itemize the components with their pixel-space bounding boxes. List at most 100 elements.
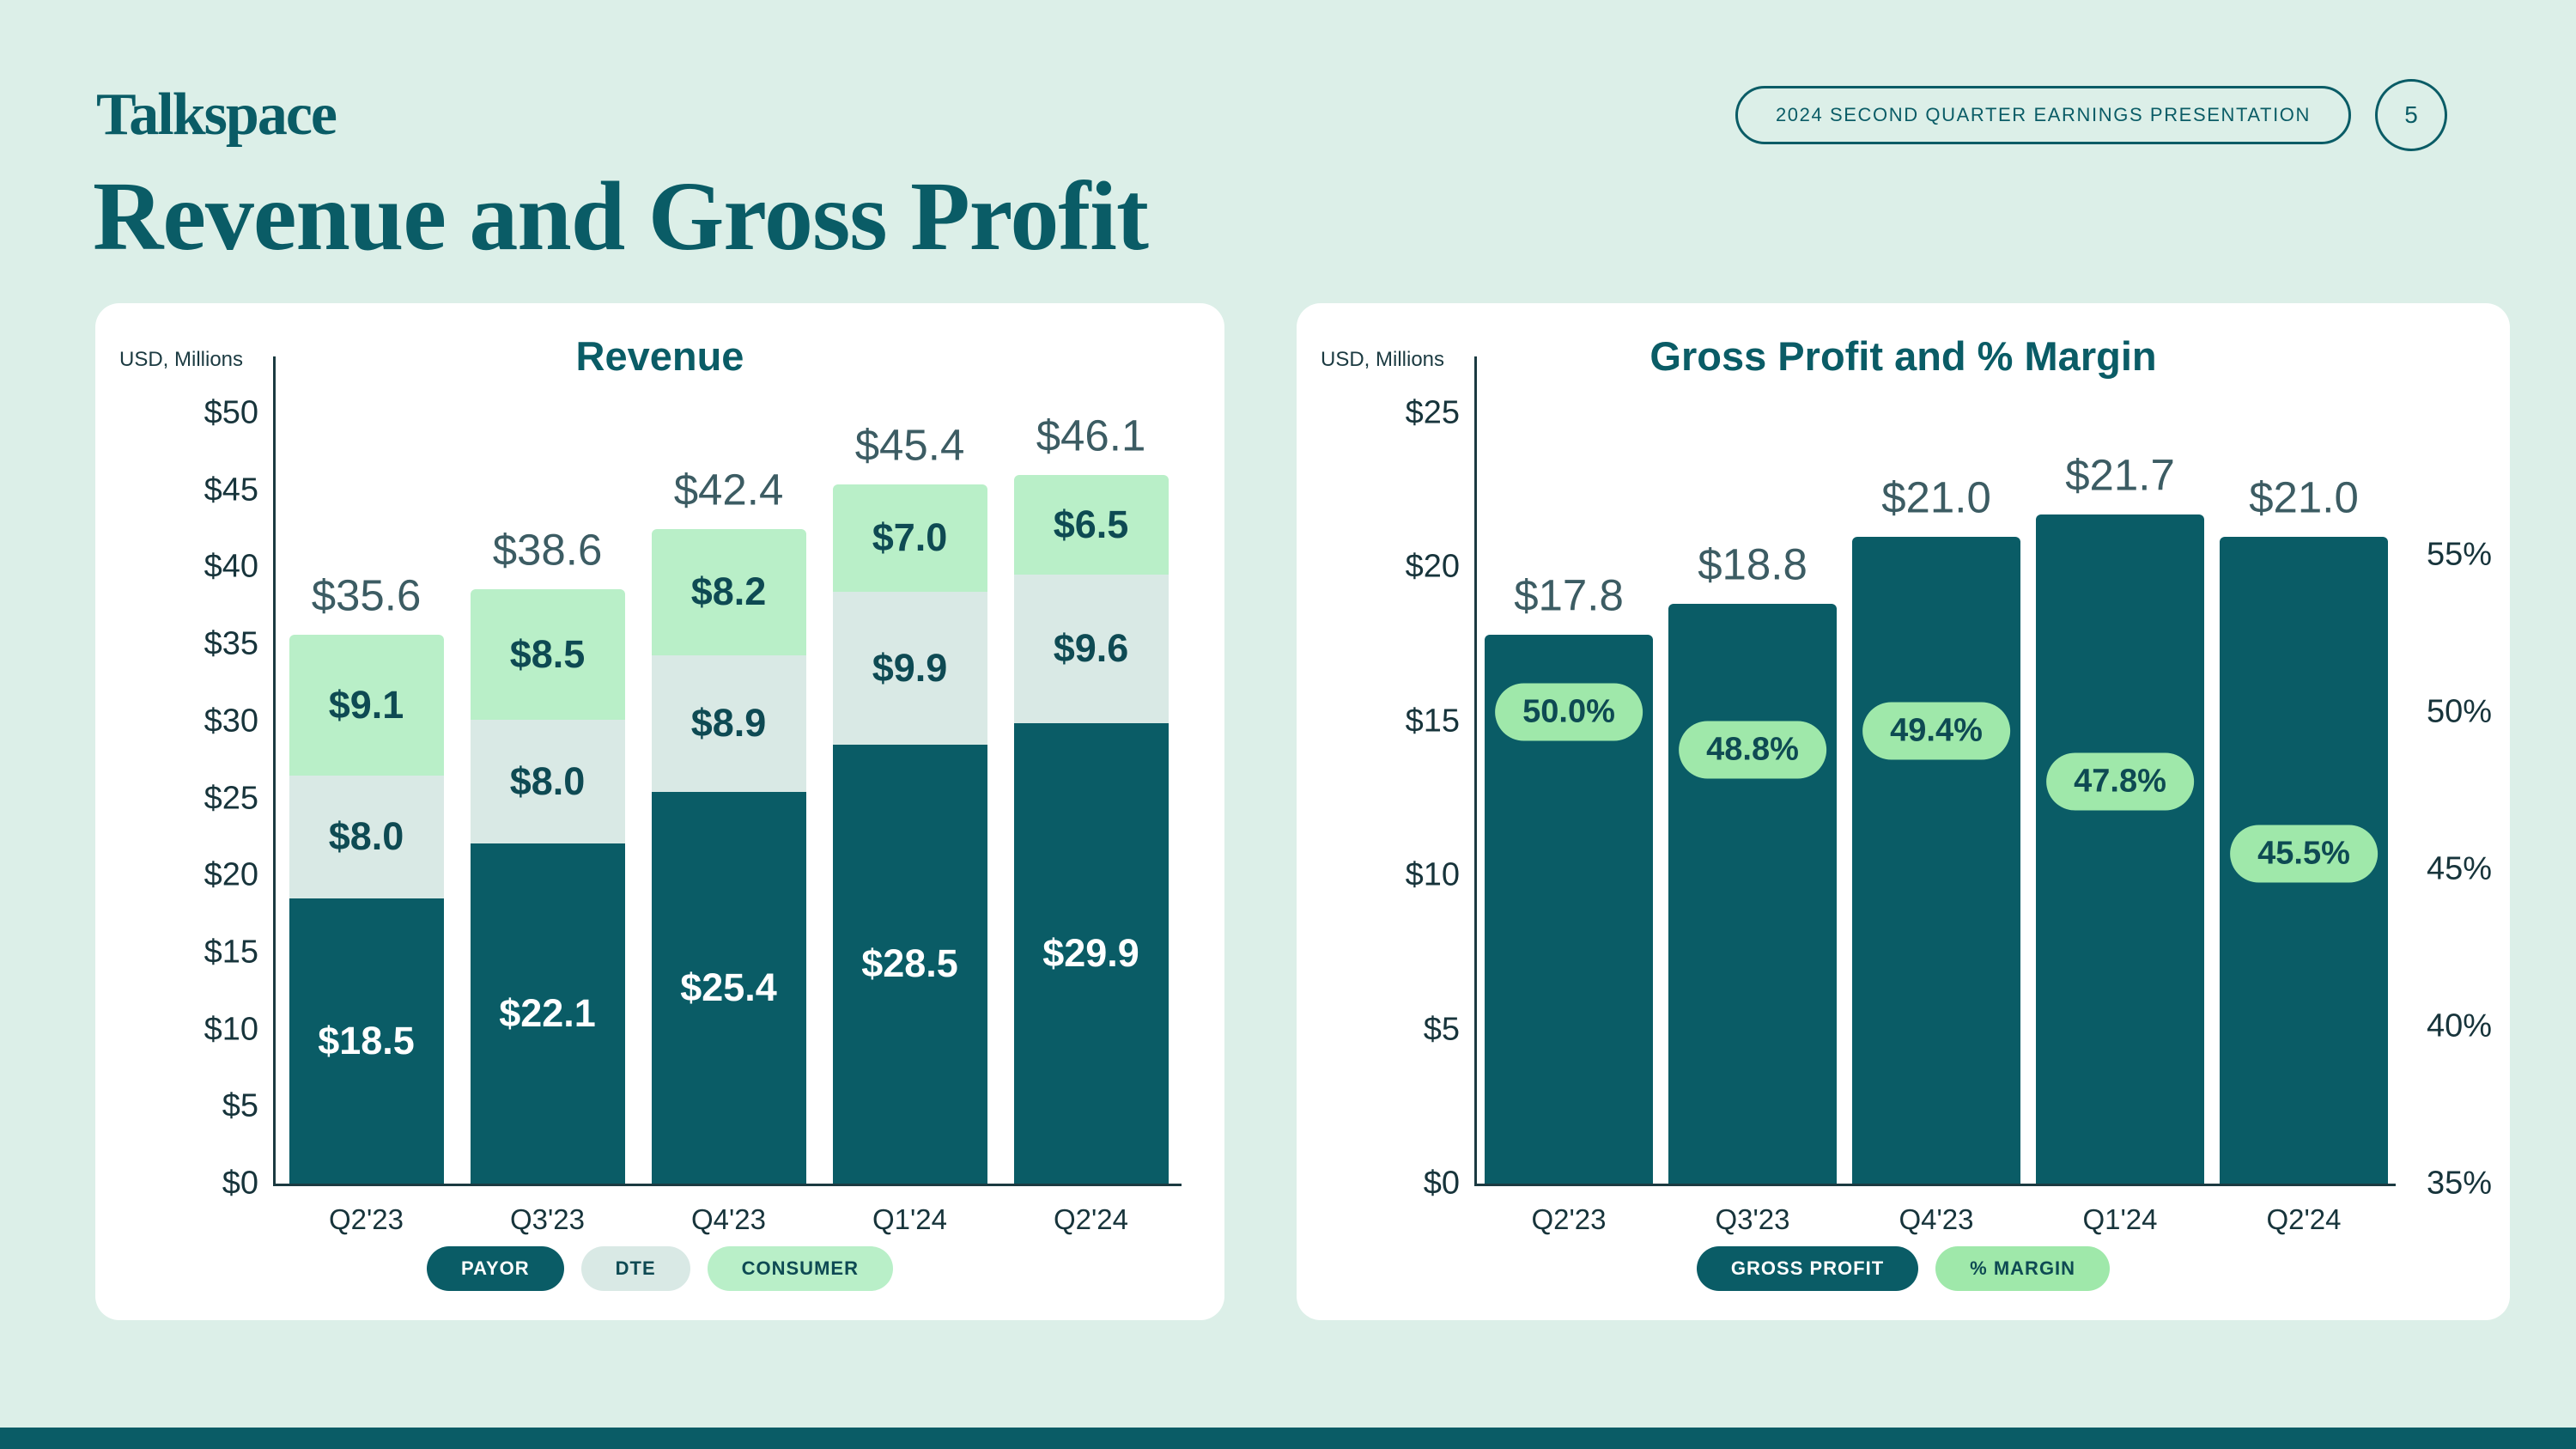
profit-chart: $0 $5 $10 $15 $20 $25 35% 40% 45% 50% 55% $17.8 50.0…: [1297, 303, 2510, 1320]
bar-segment-label: $9.1: [328, 682, 404, 727]
bar-segment-label: $28.5: [861, 941, 958, 986]
page-number-badge: 5: [2375, 79, 2447, 151]
legend-item-consumer: CONSUMER: [707, 1246, 893, 1291]
bar-segment-label: $18.5: [318, 1019, 415, 1063]
legend-item-dte: DTE: [580, 1246, 690, 1291]
bar-total-label: $35.6: [311, 570, 422, 620]
bar-segment-payor: [1013, 722, 1169, 1184]
bar-segment-consumer: [289, 635, 444, 776]
bar-segment-dte: [651, 654, 806, 793]
bar-segment-payor: [651, 792, 806, 1184]
secondary-axis-tick-label: 40%: [2427, 1008, 2493, 1044]
page-title: Revenue and Gross Profit: [93, 161, 1149, 271]
revenue-chart-title: Revenue: [575, 333, 744, 379]
revenue-card: USD, Millions Revenue $0 $5 $10 $15 $20 $25 $3…: [95, 303, 1224, 1320]
x-axis-label: Q2'24: [1053, 1203, 1129, 1235]
x-axis-label: Q2'24: [2266, 1203, 2342, 1235]
bar-segment-payor: [470, 843, 625, 1184]
y-axis-tick-label: $15: [1405, 703, 1460, 740]
x-axis-label: Q1'24: [2082, 1203, 2158, 1235]
x-axis-line: [273, 1184, 1182, 1186]
y-axis-tick-label: $25: [1405, 394, 1460, 431]
bar-segment-label: $8.0: [328, 814, 404, 859]
gross-profit-bar: [2036, 514, 2204, 1184]
bar-segment-consumer: [651, 528, 806, 655]
secondary-axis-tick-label: 55%: [2427, 536, 2493, 573]
y-axis-tick-label: $35: [204, 625, 258, 662]
bar-segment-dte: [832, 592, 987, 745]
x-axis-label: Q3'23: [1715, 1203, 1790, 1235]
revenue-units-label: USD, Millions: [119, 348, 244, 371]
margin-percent-pill: 45.5%: [2230, 825, 2378, 883]
y-axis-tick-label: $0: [1423, 1165, 1460, 1202]
y-axis-line: [1474, 356, 1477, 1186]
bar-segment-label: $8.2: [690, 569, 767, 614]
legend-item-gross-profit: GROSS PROFIT: [1696, 1246, 1919, 1291]
margin-percent-pill: 49.4%: [1862, 702, 2010, 760]
y-axis-tick-label: $10: [204, 1011, 258, 1048]
bar-segment-label: $29.9: [1042, 930, 1139, 975]
header: Talkspace 2024 SECOND QUARTER EARNINGS P…: [96, 79, 2447, 151]
y-axis-tick-label: $15: [204, 934, 258, 971]
y-axis-tick-label: $25: [204, 780, 258, 816]
y-axis-tick-label: $5: [222, 1087, 258, 1124]
y-axis-tick-label: $10: [1405, 856, 1460, 893]
bar-segment-dte: [289, 775, 444, 899]
revenue-chart: $0 $5 $10 $15 $20 $25 $30 $35 $40 $45 $50 $18.5 $8.0…: [95, 303, 1224, 1320]
margin-percent-pill: 47.8%: [2046, 752, 2194, 811]
bar-segment-payor: [289, 898, 444, 1184]
gross-profit-card: USD, Millions Gross Profit and % Margin …: [1297, 303, 2510, 1320]
x-axis-label: Q2'23: [328, 1203, 404, 1235]
bar-total-label: $45.4: [854, 420, 965, 470]
y-axis-tick-label: $0: [222, 1165, 258, 1202]
x-axis-label: Q4'23: [690, 1203, 767, 1235]
bar-segment-label: $22.1: [499, 990, 596, 1035]
bar-total-label: $46.1: [1036, 411, 1146, 460]
bar-segment-label: $25.4: [680, 965, 777, 1010]
x-axis-label: Q2'23: [1531, 1203, 1607, 1235]
y-axis-tick-label: $20: [1405, 548, 1460, 585]
charts-row: USD, Millions Revenue $0 $5 $10 $15 $20 $25 $3…: [95, 303, 2510, 1320]
y-axis-tick-label: $40: [204, 548, 258, 585]
profit-legend: GROSS PROFIT % MARGIN: [1297, 1246, 2510, 1291]
bar-segment-label: $8.9: [690, 701, 767, 746]
x-axis-label: Q3'23: [509, 1203, 586, 1235]
x-axis-label: Q1'24: [872, 1203, 948, 1235]
talkspace-logo: Talkspace: [96, 82, 337, 148]
profit-chart-title: Gross Profit and % Margin: [1649, 333, 2157, 379]
margin-percent-pill: 50.0%: [1495, 683, 1643, 741]
legend-item-payor: PAYOR: [427, 1246, 564, 1291]
profit-units-label: USD, Millions: [1321, 348, 1445, 371]
secondary-axis-tick-label: 50%: [2427, 693, 2493, 730]
bar-segment-label: $8.0: [509, 758, 586, 803]
bar-segment-dte: [470, 720, 625, 843]
revenue-legend: PAYOR DTE CONSUMER: [95, 1246, 1224, 1291]
y-axis-tick-label: $30: [204, 703, 258, 740]
bar-segment-label: $8.5: [509, 631, 586, 676]
bar-segment-dte: [1013, 575, 1169, 723]
bar-segment-label: $7.0: [872, 515, 948, 560]
bar-total-label: $21.7: [2065, 450, 2175, 500]
y-axis-tick-label: $5: [1423, 1011, 1460, 1048]
x-axis-label: Q4'23: [1899, 1203, 1974, 1235]
bar-segment-payor: [832, 744, 987, 1184]
x-axis-line: [1474, 1184, 2396, 1186]
bar-total-label: $38.6: [492, 525, 603, 575]
bar-segment-consumer: [1013, 474, 1169, 575]
bar-total-label: $21.0: [2249, 472, 2359, 522]
presentation-badge: 2024 SECOND QUARTER EARNINGS PRESENTATIO…: [1735, 86, 2351, 144]
bar-total-label: $17.8: [1514, 570, 1624, 620]
bar-segment-consumer: [470, 588, 625, 720]
y-axis-tick-label: $45: [204, 472, 258, 508]
secondary-axis-tick-label: 35%: [2427, 1165, 2493, 1202]
bar-segment-label: $6.5: [1053, 502, 1129, 547]
bar-total-label: $21.0: [1881, 472, 1991, 522]
footer-accent-bar: [0, 1428, 2576, 1449]
bar-segment-consumer: [832, 484, 987, 593]
secondary-axis-tick-label: 45%: [2427, 850, 2493, 887]
legend-item--margin: % MARGIN: [1935, 1246, 2111, 1291]
bar-total-label: $42.4: [673, 465, 784, 514]
bar-total-label: $18.8: [1698, 539, 1807, 589]
gross-profit-bar: [1668, 604, 1837, 1184]
margin-percent-pill: 48.8%: [1679, 721, 1826, 779]
